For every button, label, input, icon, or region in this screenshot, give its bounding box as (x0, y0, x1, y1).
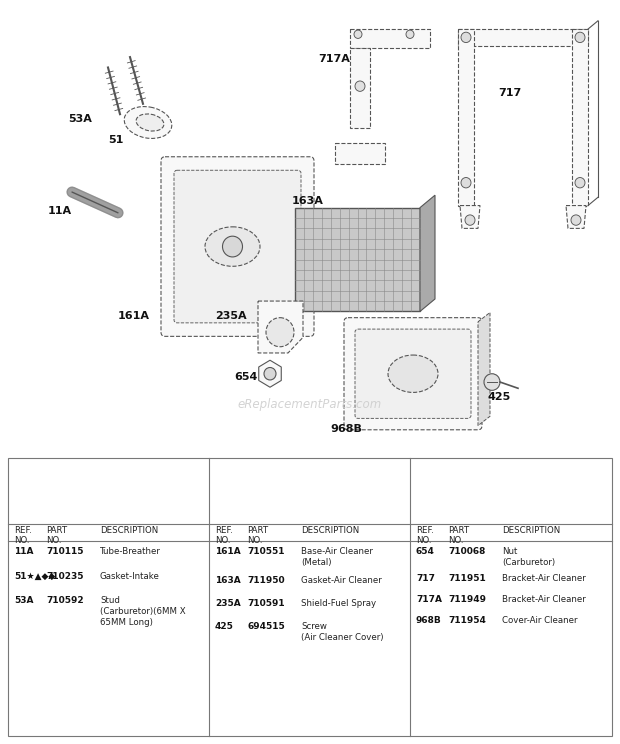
Polygon shape (460, 205, 480, 228)
Text: 235A: 235A (215, 312, 247, 321)
Text: 53A: 53A (14, 596, 33, 605)
Text: Tube-Breather: Tube-Breather (100, 547, 161, 556)
FancyBboxPatch shape (344, 318, 482, 430)
Circle shape (354, 30, 362, 39)
Polygon shape (566, 205, 586, 228)
Text: 968B: 968B (330, 423, 362, 434)
Text: REF.
NO.: REF. NO. (14, 526, 32, 545)
Text: 163A: 163A (292, 196, 324, 205)
Text: 51: 51 (108, 135, 123, 145)
FancyBboxPatch shape (161, 157, 314, 336)
Text: 711951: 711951 (448, 574, 485, 583)
FancyBboxPatch shape (572, 29, 588, 205)
Text: 711954: 711954 (448, 616, 486, 625)
Text: 717A: 717A (318, 54, 350, 64)
Text: 710068: 710068 (448, 547, 485, 556)
Text: 425: 425 (488, 392, 511, 403)
Circle shape (355, 81, 365, 92)
Text: 51★▲◆◆: 51★▲◆◆ (14, 571, 55, 580)
Ellipse shape (388, 355, 438, 392)
Circle shape (484, 373, 500, 391)
Text: 11A: 11A (14, 547, 33, 556)
Text: Bracket-Air Cleaner: Bracket-Air Cleaner (502, 574, 586, 583)
Text: 710235: 710235 (46, 571, 84, 580)
Text: REF.
NO.: REF. NO. (416, 526, 434, 545)
Text: 710591: 710591 (247, 599, 285, 608)
Ellipse shape (124, 106, 172, 138)
Text: 717: 717 (498, 89, 521, 98)
Circle shape (465, 215, 475, 225)
Polygon shape (350, 29, 430, 48)
Text: 161A: 161A (215, 547, 241, 556)
Text: 717A: 717A (416, 594, 442, 604)
Circle shape (571, 215, 581, 225)
Text: Base-Air Cleaner
(Metal): Base-Air Cleaner (Metal) (301, 547, 373, 567)
Bar (295, 208, 420, 312)
Text: DESCRIPTION: DESCRIPTION (301, 526, 359, 535)
Text: 710551: 710551 (247, 547, 285, 556)
Text: 968B: 968B (416, 616, 441, 625)
Text: 654: 654 (416, 547, 435, 556)
Circle shape (264, 368, 276, 380)
Text: 694515: 694515 (247, 622, 285, 631)
Text: DESCRIPTION: DESCRIPTION (100, 526, 158, 535)
Text: Nut
(Carburetor): Nut (Carburetor) (502, 547, 555, 567)
Text: 710115: 710115 (46, 547, 84, 556)
Text: 711950: 711950 (247, 577, 285, 586)
Text: PART
NO.: PART NO. (46, 526, 67, 545)
Text: Stud
(Carburetor)(6MM X
65MM Long): Stud (Carburetor)(6MM X 65MM Long) (100, 596, 185, 627)
Text: PART
NO.: PART NO. (247, 526, 268, 545)
Polygon shape (478, 312, 490, 426)
FancyBboxPatch shape (458, 29, 588, 45)
Text: 710592: 710592 (46, 596, 84, 605)
Circle shape (461, 32, 471, 42)
Polygon shape (420, 195, 435, 312)
Text: Gasket-Air Cleaner: Gasket-Air Cleaner (301, 577, 382, 586)
Text: 161A: 161A (118, 312, 150, 321)
Polygon shape (335, 144, 385, 164)
Text: eReplacementParts.com: eReplacementParts.com (238, 398, 382, 411)
Text: 654: 654 (234, 372, 257, 382)
Polygon shape (350, 48, 370, 128)
Text: 717: 717 (416, 574, 435, 583)
Text: Shield-Fuel Spray: Shield-Fuel Spray (301, 599, 376, 608)
Text: REF.
NO.: REF. NO. (215, 526, 232, 545)
Text: 425: 425 (215, 622, 234, 631)
Circle shape (223, 236, 242, 257)
Text: 235A: 235A (215, 599, 241, 608)
FancyBboxPatch shape (355, 329, 471, 418)
Text: PART
NO.: PART NO. (448, 526, 469, 545)
Text: Bracket-Air Cleaner: Bracket-Air Cleaner (502, 594, 586, 604)
Text: 163A: 163A (215, 577, 241, 586)
Text: 711949: 711949 (448, 594, 486, 604)
Text: Cover-Air Cleaner: Cover-Air Cleaner (502, 616, 577, 625)
Ellipse shape (136, 114, 164, 131)
Text: 11A: 11A (48, 205, 72, 216)
Circle shape (461, 178, 471, 188)
Circle shape (575, 178, 585, 188)
FancyBboxPatch shape (174, 170, 301, 323)
Ellipse shape (205, 227, 260, 266)
Text: Gasket-Intake: Gasket-Intake (100, 571, 160, 580)
Circle shape (406, 30, 414, 39)
Text: Screw
(Air Cleaner Cover): Screw (Air Cleaner Cover) (301, 622, 384, 642)
Circle shape (575, 32, 585, 42)
Text: DESCRIPTION: DESCRIPTION (502, 526, 560, 535)
FancyBboxPatch shape (458, 29, 474, 205)
Circle shape (266, 318, 294, 347)
Polygon shape (258, 301, 303, 353)
Text: 53A: 53A (68, 114, 92, 124)
